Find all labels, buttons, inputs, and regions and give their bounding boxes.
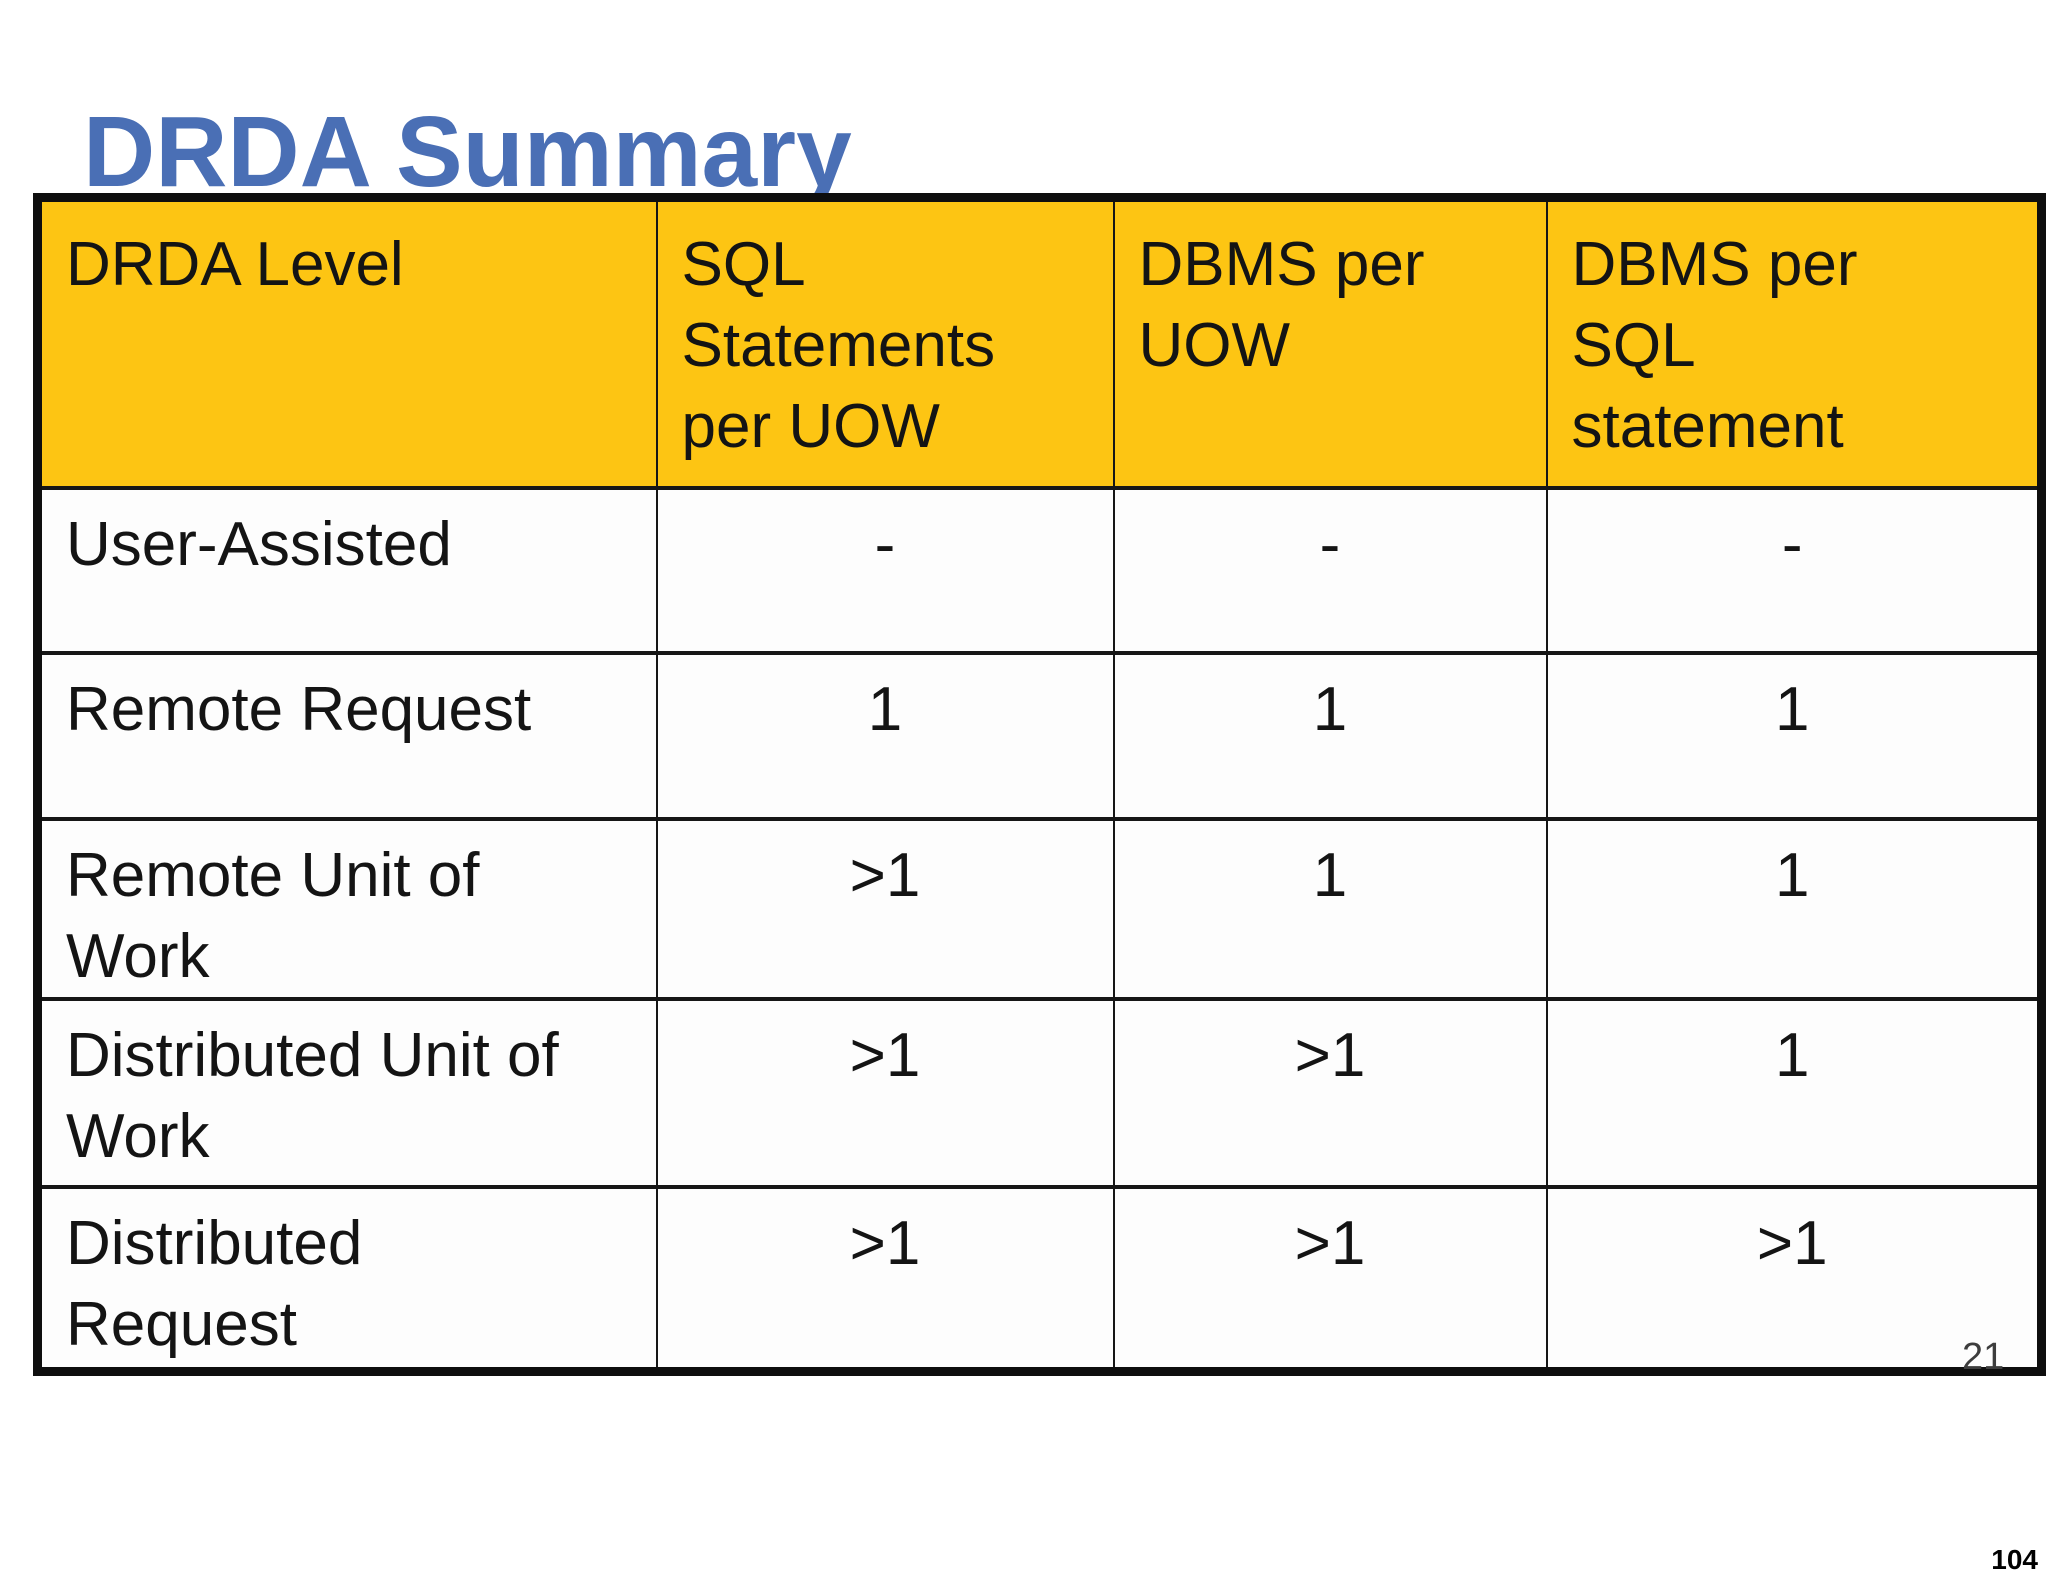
value-cell: 1 xyxy=(1545,996,2043,1189)
table-row: Remote Unit of Work >1 1 1 xyxy=(36,816,2043,1001)
value-cell: >1 xyxy=(1112,996,1548,1189)
drda-level-cell: Distributed Unit of Work xyxy=(36,996,658,1189)
value-cell: >1 xyxy=(1545,1184,2043,1374)
value-cell: - xyxy=(655,485,1115,655)
value-cell: >1 xyxy=(655,816,1115,1001)
table-header-row: DRDA Level SQL Statements per UOW DBMS p… xyxy=(36,195,2043,490)
table-row: User-Assisted - - - xyxy=(36,485,2043,655)
page-number: 104 xyxy=(1991,1544,2038,1575)
value-cell: >1 xyxy=(655,996,1115,1189)
drda-level-cell: Remote Request xyxy=(36,650,658,821)
table-row: Distributed Unit of Work >1 >1 1 xyxy=(36,996,2043,1189)
column-header-dbms-per-sql-statement: DBMS per SQL statement xyxy=(1545,195,2043,490)
value-cell: 1 xyxy=(655,650,1115,821)
drda-level-cell: Distributed Request xyxy=(36,1184,658,1374)
value-cell: 1 xyxy=(1545,816,2043,1001)
column-header-drda-level: DRDA Level xyxy=(36,195,658,490)
column-header-dbms-per-uow: DBMS per UOW xyxy=(1112,195,1548,490)
value-cell: 1 xyxy=(1112,816,1548,1001)
value-cell: - xyxy=(1545,485,2043,655)
column-header-sql-statements-per-uow: SQL Statements per UOW xyxy=(655,195,1115,490)
value-cell: 1 xyxy=(1112,650,1548,821)
drda-summary-table: DRDA Level SQL Statements per UOW DBMS p… xyxy=(33,193,2046,1377)
drda-level-cell: User-Assisted xyxy=(36,485,658,655)
value-cell: 1 xyxy=(1545,650,2043,821)
table-row: Remote Request 1 1 1 xyxy=(36,650,2043,821)
page-title: DRDA Summary xyxy=(83,96,852,208)
value-cell: >1 xyxy=(655,1184,1115,1374)
table-row: Distributed Request >1 >1 >1 xyxy=(36,1184,2043,1374)
value-cell: >1 xyxy=(1112,1184,1548,1374)
drda-level-cell: Remote Unit of Work xyxy=(36,816,658,1001)
value-cell: - xyxy=(1112,485,1548,655)
slide-number: 21 xyxy=(1962,1336,2005,1378)
